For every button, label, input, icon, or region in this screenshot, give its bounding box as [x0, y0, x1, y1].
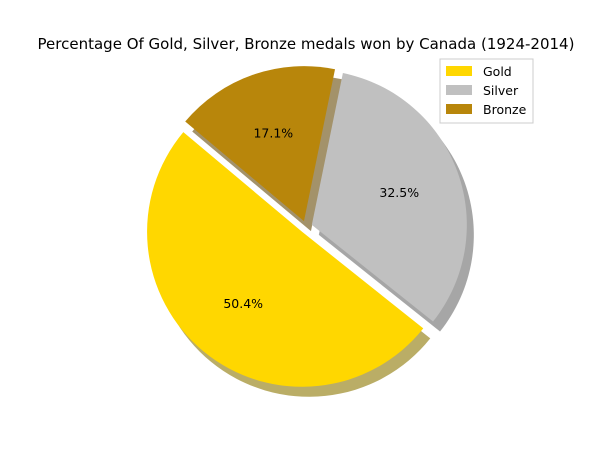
legend-swatch-gold	[446, 66, 472, 76]
slice-silver	[311, 73, 467, 322]
pie-labels: 50.4% 32.5% 17.1%	[223, 125, 419, 310]
legend-label-bronze: Bronze	[483, 102, 527, 117]
legend-items: Gold Silver Bronze	[446, 64, 527, 117]
pct-label-gold: 50.4%	[223, 296, 263, 311]
legend-label-gold: Gold	[483, 64, 512, 79]
pct-label-bronze: 17.1%	[253, 125, 293, 140]
pct-label-silver: 32.5%	[379, 185, 419, 200]
legend-label-silver: Silver	[483, 83, 519, 98]
legend-swatch-silver	[446, 85, 472, 95]
legend: Gold Silver Bronze	[439, 58, 534, 124]
pie-slices	[147, 66, 467, 387]
slice-bronze	[185, 66, 336, 222]
chart-title: Percentage Of Gold, Silver, Bronze medal…	[38, 35, 575, 53]
legend-swatch-bronze	[446, 104, 472, 114]
slice-gold	[147, 132, 424, 387]
